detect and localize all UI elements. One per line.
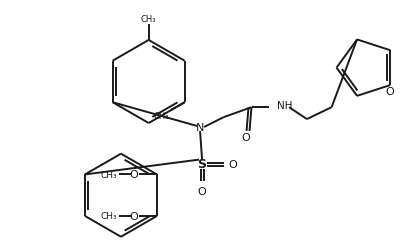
Text: NH: NH	[277, 101, 292, 111]
Text: CH₃: CH₃	[100, 170, 117, 179]
Text: O: O	[129, 170, 138, 180]
Text: S: S	[197, 158, 206, 170]
Text: CH₃: CH₃	[153, 112, 169, 121]
Text: O: O	[228, 159, 237, 169]
Text: O: O	[241, 132, 249, 142]
Text: O: O	[129, 211, 138, 221]
Text: O: O	[197, 186, 206, 196]
Text: CH₃: CH₃	[100, 212, 117, 220]
Text: N: N	[195, 122, 204, 132]
Text: O: O	[385, 87, 394, 97]
Text: CH₃: CH₃	[140, 15, 156, 24]
